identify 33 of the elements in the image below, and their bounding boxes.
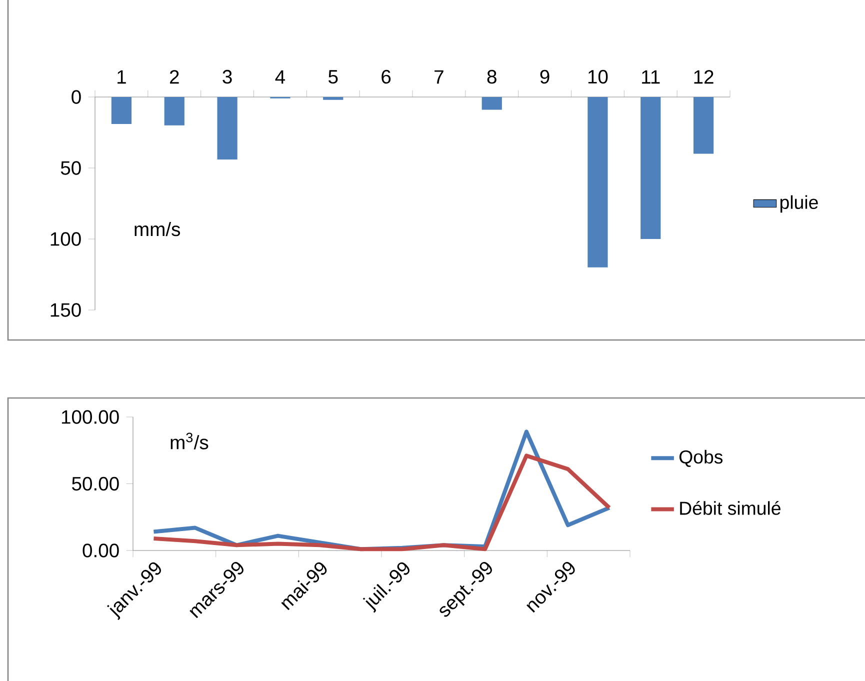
x-tick-label: 6 (382, 70, 391, 84)
legend-label: pluie (780, 195, 818, 213)
x-tick-label: 12 (694, 70, 714, 84)
bar (640, 96, 661, 239)
bar (323, 96, 344, 100)
bar (482, 96, 502, 110)
y-tick-label: 100.00 (62, 410, 119, 424)
x-tick-label: 11 (642, 70, 660, 84)
legend-label: Débit simulé (680, 500, 780, 515)
x-tick-label: 9 (540, 70, 550, 84)
x-tick-label: 10 (588, 70, 608, 84)
legend-label: Qobs (679, 450, 723, 467)
x-tick-label: 8 (487, 70, 496, 84)
y-tick-label: 0.00 (82, 544, 119, 558)
bar (693, 96, 714, 154)
y-tick-label: 50 (60, 161, 81, 175)
bar (111, 96, 132, 124)
bar (217, 96, 238, 160)
annotation: m$^{3}$/s (170, 432, 208, 450)
annotation: mm/s (134, 222, 180, 236)
y-tick-label: 0 (72, 90, 81, 104)
bar (588, 96, 608, 268)
y-tick-label: 150 (50, 303, 81, 317)
x-tick-label: 4 (275, 70, 286, 84)
x-tick-label: 3 (222, 70, 232, 84)
x-tick-label: 7 (434, 70, 444, 84)
bar (164, 96, 184, 126)
x-tick-label: 2 (170, 70, 179, 84)
x-tick-label: 5 (328, 70, 338, 84)
y-tick-label: 100 (50, 232, 81, 246)
x-tick-label: 1 (118, 70, 126, 84)
line-series (152, 454, 612, 552)
y-tick-label: 50.00 (72, 476, 119, 491)
